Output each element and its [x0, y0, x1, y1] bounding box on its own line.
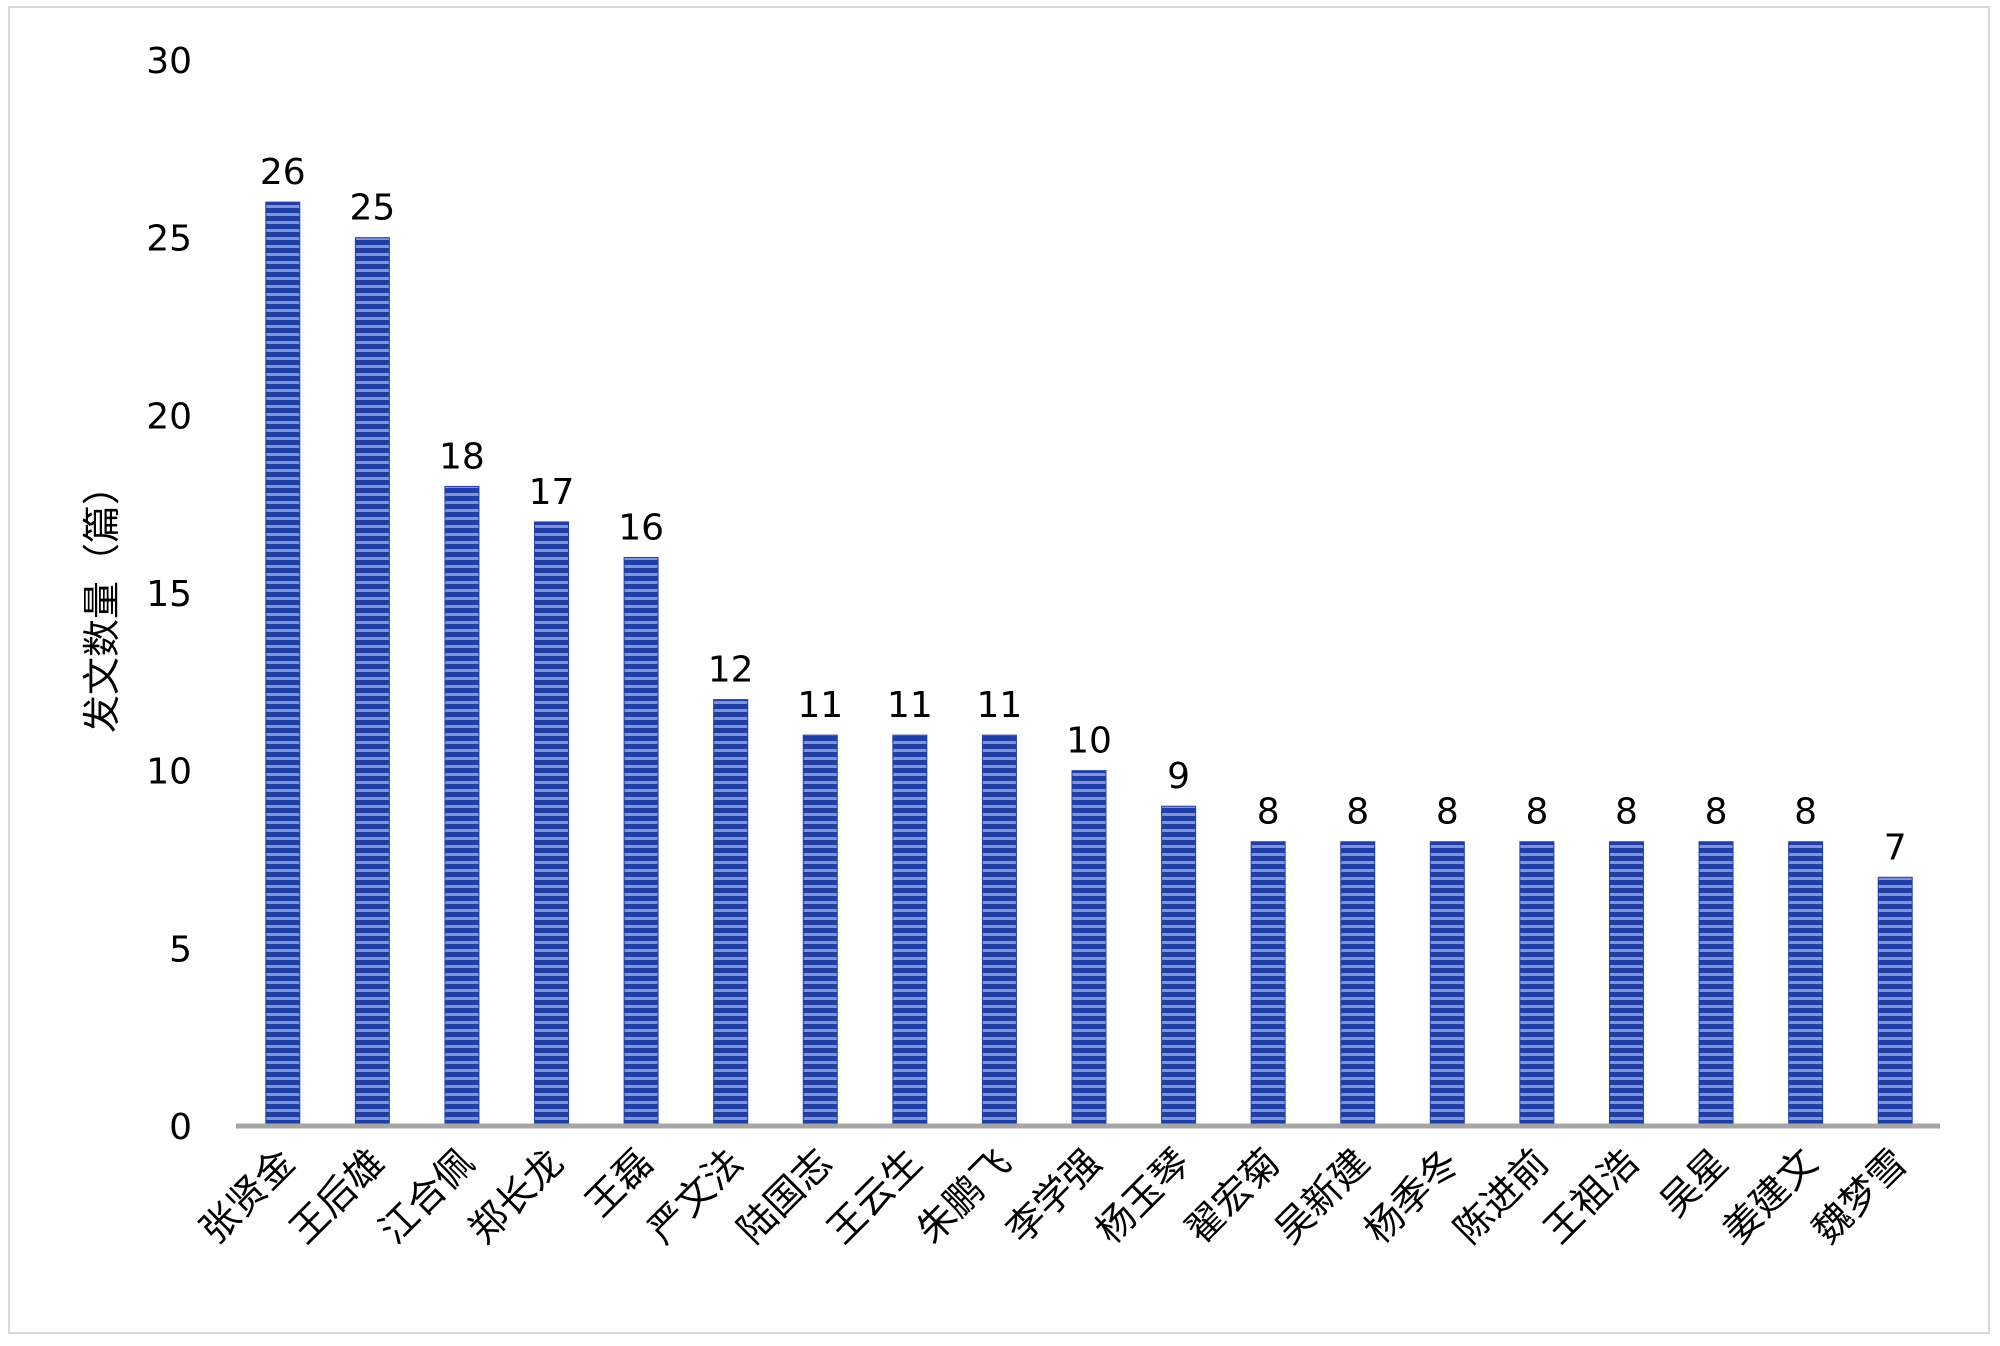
- category-label: 李学强: [998, 1140, 1110, 1252]
- category-label: 吴新建: [1266, 1140, 1378, 1252]
- data-label: 12: [708, 650, 754, 691]
- category-label: 魏梦雪: [1804, 1140, 1916, 1252]
- data-label: 8: [1436, 792, 1459, 833]
- bar: [1608, 841, 1644, 1127]
- data-label: 26: [260, 152, 306, 193]
- data-labels: 26 25 18 17 16 12 11 11 11 10 9 8 8 8 8 8 8 8 7: [260, 152, 1907, 868]
- bar: [623, 556, 659, 1127]
- category-label: 陈进前: [1446, 1140, 1558, 1252]
- data-label: 11: [977, 685, 1023, 726]
- y-tick-label: 20: [146, 396, 192, 437]
- data-label: 11: [887, 685, 933, 726]
- category-label: 王云生: [818, 1140, 930, 1252]
- data-label: 16: [618, 507, 664, 548]
- category-label: 陆国志: [729, 1140, 841, 1252]
- category-label: 王后雄: [281, 1140, 393, 1252]
- y-tick-label: 30: [146, 41, 192, 82]
- category-label: 杨玉琴: [1087, 1140, 1199, 1252]
- data-label: 11: [797, 685, 843, 726]
- data-label: 25: [349, 188, 395, 229]
- data-label: 8: [1525, 792, 1548, 833]
- bar: [534, 521, 570, 1127]
- category-label: 江合佩: [371, 1140, 483, 1252]
- data-label: 10: [1066, 721, 1112, 762]
- data-label: 18: [439, 436, 485, 477]
- bar: [892, 734, 928, 1127]
- y-axis-ticks: 0 5 10 15 20 25 30: [146, 41, 192, 1148]
- bar: [1250, 841, 1286, 1127]
- category-label: 郑长龙: [460, 1140, 572, 1252]
- bar: [444, 485, 480, 1127]
- bar: [802, 734, 838, 1127]
- bar: [1429, 841, 1465, 1127]
- bar: [1788, 841, 1824, 1127]
- bar: [1877, 876, 1913, 1127]
- category-label: 严文法: [639, 1140, 751, 1252]
- y-tick-label: 15: [146, 574, 192, 615]
- data-label: 8: [1615, 792, 1638, 833]
- category-label: 姜建文: [1714, 1140, 1826, 1252]
- y-tick-label: 25: [146, 219, 192, 260]
- bar: [1161, 805, 1197, 1127]
- y-tick-label: 5: [169, 929, 192, 970]
- data-label: 8: [1705, 792, 1728, 833]
- bar: [981, 734, 1017, 1127]
- data-label: 8: [1794, 792, 1817, 833]
- category-label: 杨季冬: [1356, 1140, 1468, 1252]
- bar: [1519, 841, 1555, 1127]
- category-label: 张贤金: [191, 1140, 303, 1252]
- category-label: 王祖浩: [1535, 1140, 1647, 1252]
- bar: [1071, 770, 1107, 1127]
- category-label: 翟宏菊: [1177, 1140, 1289, 1252]
- bar: [265, 201, 301, 1127]
- y-tick-label: 10: [146, 752, 192, 793]
- y-axis-title: 发文数量（篇）: [80, 467, 124, 733]
- bar: [1340, 841, 1376, 1127]
- y-tick-label: 0: [169, 1107, 192, 1148]
- data-label: 8: [1257, 792, 1280, 833]
- bar: [1698, 841, 1734, 1127]
- category-label: 朱鹏飞: [908, 1140, 1020, 1252]
- data-label: 17: [529, 472, 575, 513]
- data-label: 8: [1346, 792, 1369, 833]
- bar: [354, 237, 390, 1127]
- bars: [265, 201, 1913, 1127]
- data-label: 7: [1884, 827, 1907, 868]
- data-label: 9: [1167, 756, 1190, 797]
- bar: [713, 699, 749, 1127]
